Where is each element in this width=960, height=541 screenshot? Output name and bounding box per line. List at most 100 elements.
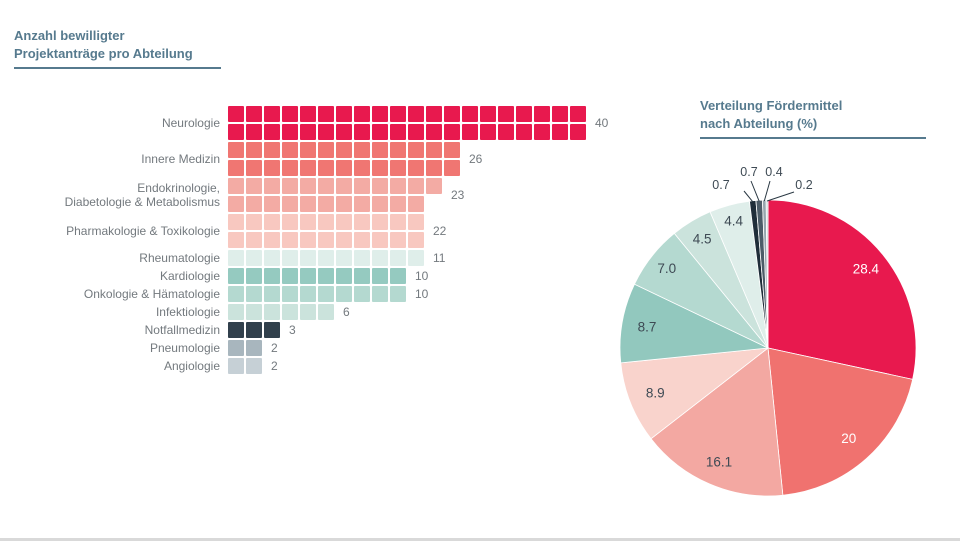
waffle-square [390,196,406,212]
waffle-square [282,160,298,176]
waffle-square [354,106,370,122]
waffle-square [336,160,352,176]
waffle-square [318,286,334,302]
waffle-category-label: Innere Medizin [141,152,220,166]
waffle-square [228,304,244,320]
waffle-value-label: 11 [433,251,446,265]
waffle-square [282,142,298,158]
waffle-square [390,268,406,284]
waffle-square [372,178,388,194]
waffle-square [282,304,298,320]
pie-leader-line [766,191,795,202]
waffle-square [426,142,442,158]
waffle-square [462,124,478,140]
waffle-square [372,124,388,140]
waffle-square [534,106,550,122]
waffle-square [264,304,280,320]
pie-slice [765,199,769,349]
waffle-square [318,178,334,194]
waffle-square [246,322,262,338]
waffle-square [228,322,244,338]
waffle-square [228,232,244,248]
pie-slice-label: 8.7 [638,319,657,334]
waffle-square [336,106,352,122]
waffle-square [246,250,262,266]
waffle-square [354,268,370,284]
waffle-square [354,196,370,212]
pie-slice [767,347,914,496]
waffle-category-label: Notfallmedizin [144,323,220,337]
waffle-square [498,106,514,122]
waffle-square [300,286,316,302]
waffle-square [282,214,298,230]
waffle-square [408,160,424,176]
waffle-square [372,106,388,122]
waffle-category-label: Infektiologie [155,305,220,319]
waffle-square [300,250,316,266]
pie-chart-title-line2: nach Abteilung (%) [700,116,818,131]
waffle-category-label: Pharmakologie & Toxikologie [66,224,220,238]
waffle-square [228,268,244,284]
waffle-square [444,124,460,140]
waffle-square [300,304,316,320]
waffle-square [246,196,262,212]
pie-slice-label: 8.9 [646,386,665,401]
waffle-square [408,214,424,230]
waffle-square [300,196,316,212]
waffle-square [336,124,352,140]
waffle-square [390,160,406,176]
waffle-square [246,358,262,374]
waffle-value-label: 23 [451,188,465,202]
pie-slice-label: 0.2 [795,178,812,192]
pie-slice-label: 4.4 [724,213,743,228]
pie-leader-line [763,180,771,202]
waffle-square [552,124,568,140]
waffle-square [228,196,244,212]
waffle-square [228,160,244,176]
waffle-square [264,322,280,338]
waffle-square [498,124,514,140]
waffle-square [264,232,280,248]
waffle-square [246,286,262,302]
waffle-square [462,106,478,122]
waffle-square [426,106,442,122]
waffle-square [282,124,298,140]
waffle-square [426,160,442,176]
waffle-square [246,142,262,158]
waffle-square [318,214,334,230]
waffle-square [372,268,388,284]
window-bottom-edge [0,538,960,541]
pie-chart-title: Verteilung Fördermittel nach Abteilung (… [700,97,926,139]
waffle-square [300,142,316,158]
waffle-square [408,178,424,194]
pie-slice-label: 20 [841,431,856,446]
waffle-square [408,106,424,122]
waffle-square [318,160,334,176]
waffle-category-label: Rheumatologie [139,251,220,265]
waffle-square [390,250,406,266]
waffle-square [408,196,424,212]
waffle-square [246,124,262,140]
waffle-square [246,268,262,284]
waffle-square [372,250,388,266]
waffle-value-label: 3 [289,323,296,337]
waffle-square [282,268,298,284]
waffle-category-label: Angiologie [163,359,220,373]
waffle-square [444,142,460,158]
waffle-square [516,106,532,122]
waffle-square [354,286,370,302]
waffle-square [354,232,370,248]
waffle-category-label: Pneumologie [149,341,220,355]
waffle-square [264,124,280,140]
waffle-square [282,178,298,194]
waffle-square [246,160,262,176]
waffle-square [354,142,370,158]
waffle-square [318,106,334,122]
pie-slice-label: 0.4 [765,165,782,179]
waffle-square [372,286,388,302]
waffle-square [318,268,334,284]
pie-slice-label: 0.7 [712,178,729,192]
waffle-square [390,286,406,302]
waffle-square [300,106,316,122]
